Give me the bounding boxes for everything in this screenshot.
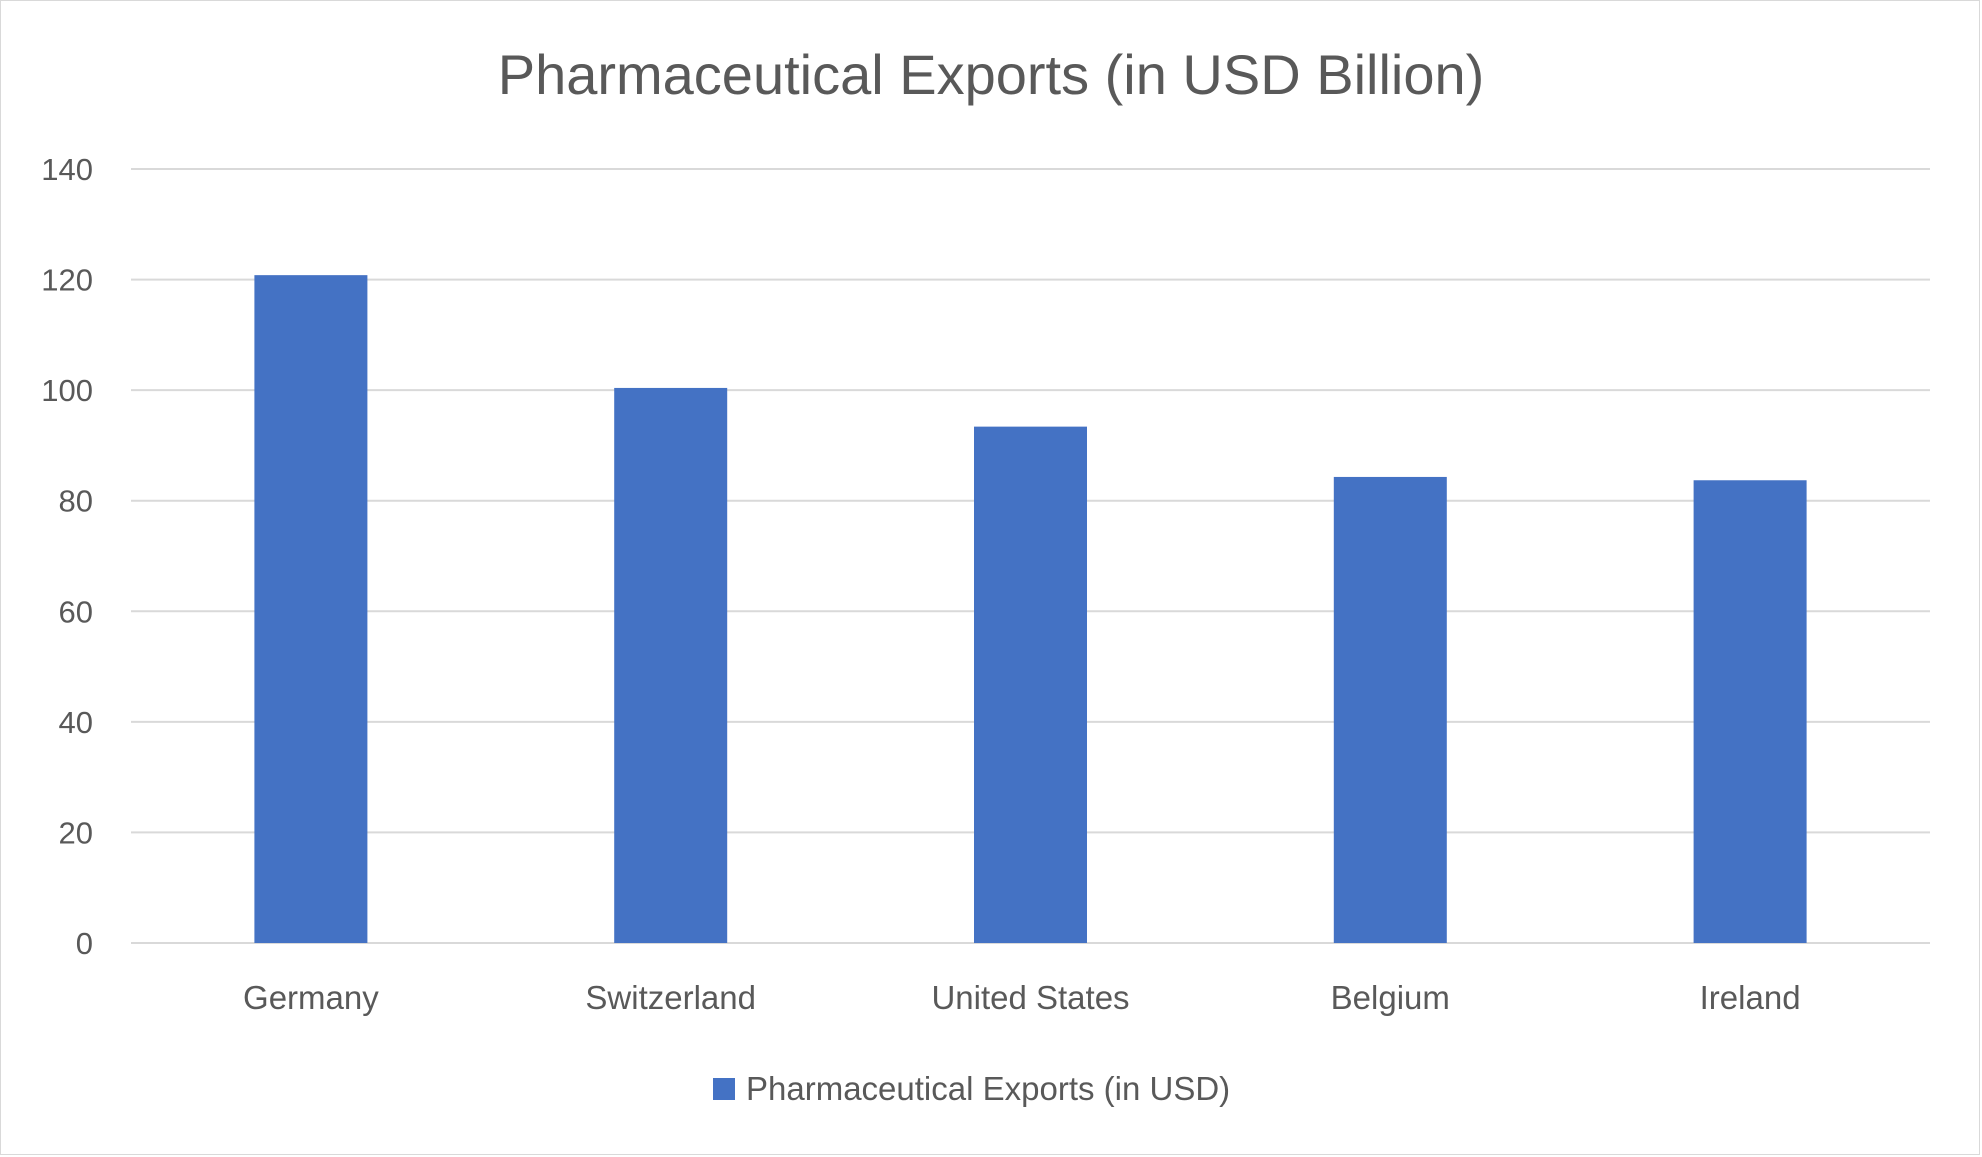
y-tick-label: 80 xyxy=(59,484,93,519)
bar-ireland xyxy=(1693,480,1807,943)
y-tick-label: 20 xyxy=(59,815,93,850)
y-tick-label: 0 xyxy=(76,926,93,961)
chart-title: Pharmaceutical Exports (in USD Billion) xyxy=(498,43,1485,106)
legend-swatch xyxy=(713,1078,735,1100)
bar-germany xyxy=(254,275,368,943)
bar-belgium xyxy=(1333,476,1447,943)
x-category-label: Switzerland xyxy=(585,979,756,1016)
y-tick-label: 120 xyxy=(41,263,93,298)
y-tick-label: 60 xyxy=(59,594,93,629)
x-category-label: Ireland xyxy=(1700,979,1801,1016)
legend: Pharmaceutical Exports (in USD) xyxy=(713,1070,1230,1107)
bar-switzerland xyxy=(614,387,728,944)
y-tick-label: 40 xyxy=(59,705,93,740)
y-tick-label: 140 xyxy=(41,152,93,187)
x-category-label: Germany xyxy=(243,979,379,1016)
legend-label: Pharmaceutical Exports (in USD) xyxy=(746,1070,1230,1107)
y-tick-label: 100 xyxy=(41,373,93,408)
bar-united-states xyxy=(974,426,1087,943)
x-category-label: United States xyxy=(931,979,1129,1016)
x-category-label: Belgium xyxy=(1331,979,1450,1016)
